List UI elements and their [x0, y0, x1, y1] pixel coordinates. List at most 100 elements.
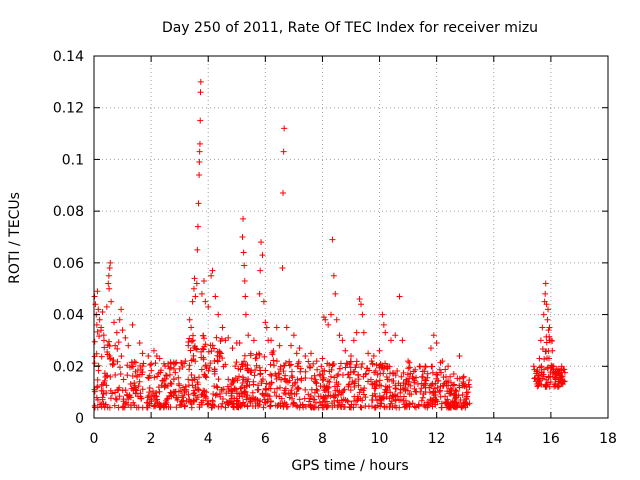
- data-point-dense: [464, 393, 471, 400]
- data-point-dense: [123, 391, 130, 398]
- data-point: [190, 285, 197, 292]
- data-point-dense: [402, 386, 409, 393]
- data-point-dense: [377, 370, 384, 377]
- data-point-dense: [154, 373, 161, 380]
- data-point-dense: [134, 374, 141, 381]
- data-point-dense: [420, 390, 427, 397]
- data-point-dense: [461, 383, 468, 390]
- data-point-dense: [438, 369, 445, 376]
- data-point-dense: [317, 383, 324, 390]
- data-point-dense: [188, 404, 195, 411]
- data-point: [263, 324, 270, 331]
- data-point: [283, 324, 290, 331]
- data-point-dense: [150, 403, 157, 410]
- data-point-dense: [360, 373, 367, 380]
- data-point: [245, 332, 252, 339]
- data-point-dense: [104, 349, 111, 356]
- data-point-dense: [427, 397, 434, 404]
- data-point-dense: [308, 375, 315, 382]
- data-point-dense: [185, 382, 192, 389]
- data-point-dense: [204, 397, 211, 404]
- data-point-dense: [361, 391, 368, 398]
- data-point-dense: [285, 389, 292, 396]
- data-point: [129, 321, 136, 328]
- data-point: [530, 363, 537, 370]
- data-point-dense: [163, 399, 170, 406]
- data-point-dense: [295, 363, 302, 370]
- data-point-dense: [110, 361, 117, 368]
- data-point-dense: [228, 381, 235, 388]
- data-point-dense: [561, 369, 568, 376]
- data-point-dense: [282, 360, 289, 367]
- data-point-dense: [103, 389, 110, 396]
- data-point: [198, 290, 205, 297]
- data-point: [359, 311, 366, 318]
- data-point-dense: [350, 369, 357, 376]
- data-point: [330, 272, 337, 279]
- data-point-dense: [411, 403, 418, 410]
- data-point-dense: [337, 391, 344, 398]
- data-point-dense: [282, 391, 289, 398]
- data-point: [445, 363, 452, 370]
- data-point-dense: [421, 368, 428, 375]
- data-point-dense: [458, 403, 465, 410]
- data-point: [196, 159, 203, 166]
- data-point-dense: [411, 379, 418, 386]
- data-point-dense: [231, 404, 238, 411]
- x-tick-label: 4: [204, 431, 213, 447]
- data-point-dense: [112, 372, 119, 379]
- data-point-dense: [374, 371, 381, 378]
- data-point-dense: [451, 381, 458, 388]
- data-point-dense: [93, 384, 100, 391]
- data-point-dense: [418, 397, 425, 404]
- data-point-dense: [392, 382, 399, 389]
- data-point-dense: [348, 401, 355, 408]
- data-point-dense: [269, 351, 276, 358]
- data-point-dense: [382, 386, 389, 393]
- data-point-dense: [278, 395, 285, 402]
- data-point-dense: [205, 348, 212, 355]
- data-point-dense: [425, 401, 432, 408]
- data-point-dense: [196, 401, 203, 408]
- data-point-dense: [349, 378, 356, 385]
- data-point-dense: [439, 383, 446, 390]
- data-point-dense: [343, 360, 350, 367]
- data-point: [542, 280, 549, 287]
- y-tick-label: 0: [75, 411, 84, 427]
- data-point-dense: [305, 358, 312, 365]
- data-point-dense: [218, 386, 225, 393]
- data-point-dense: [452, 388, 459, 395]
- data-point-dense: [447, 404, 454, 411]
- data-point-dense: [262, 385, 269, 392]
- data-point: [242, 311, 249, 318]
- data-point-dense: [244, 378, 251, 385]
- data-point-dense: [162, 372, 169, 379]
- data-point: [241, 262, 248, 269]
- data-point-dense: [186, 335, 193, 342]
- data-point-dense: [201, 343, 208, 350]
- data-point-dense: [259, 390, 266, 397]
- data-point-dense: [91, 388, 98, 395]
- data-point: [537, 337, 544, 344]
- data-point-dense: [118, 353, 125, 360]
- data-point-dense: [267, 398, 274, 405]
- data-point-dense: [159, 377, 166, 384]
- data-point-dense: [345, 381, 352, 388]
- data-point-dense: [358, 364, 365, 371]
- data-point-dense: [393, 404, 400, 411]
- x-tick-label: 0: [90, 431, 99, 447]
- data-point-dense: [239, 393, 246, 400]
- data-point-dense: [222, 404, 229, 411]
- data-point-dense: [465, 381, 472, 388]
- y-axis-label: ROTI / TECUs: [7, 192, 23, 284]
- data-point-dense: [431, 385, 438, 392]
- data-point-dense: [107, 355, 114, 362]
- data-point: [370, 352, 377, 359]
- data-point-dense: [231, 385, 238, 392]
- data-point-dense: [231, 386, 238, 393]
- data-point-dense: [293, 390, 300, 397]
- data-point-dense: [323, 386, 330, 393]
- data-point-dense: [313, 386, 320, 393]
- data-point-dense: [331, 374, 338, 381]
